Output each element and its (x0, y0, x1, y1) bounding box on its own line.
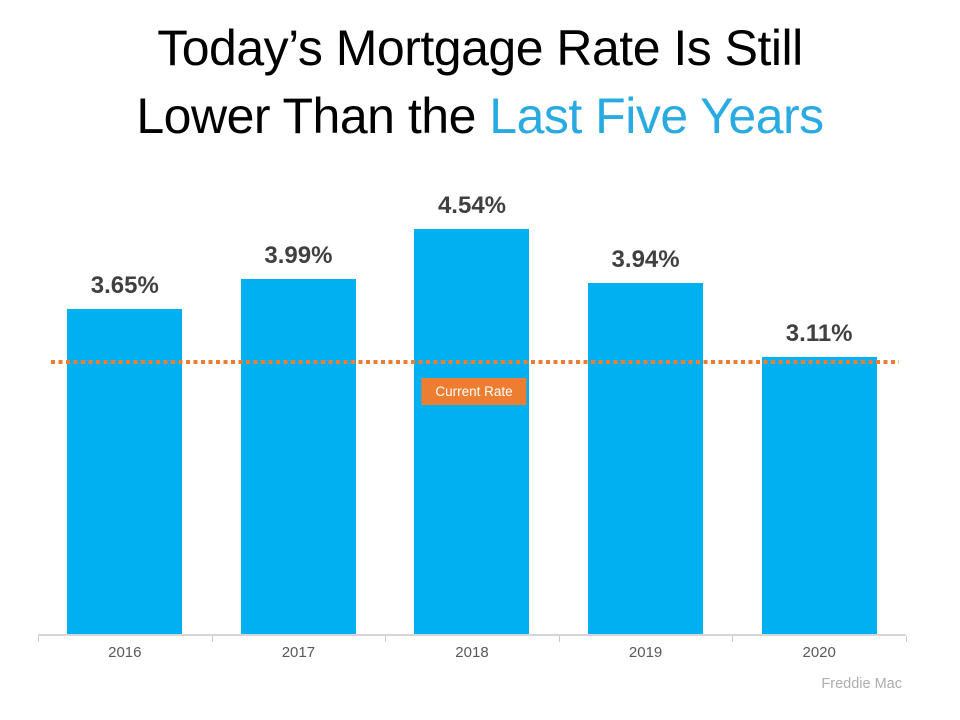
data-label-2018: 4.54% (437, 192, 507, 220)
title-line-2: Lower Than the Last Five Years (0, 82, 960, 150)
data-label-2016: 3.65% (90, 271, 159, 299)
bar-2016 (67, 308, 183, 636)
data-label-2017: 3.99% (264, 241, 333, 269)
x-tick-label-2019: 2019 (628, 644, 663, 661)
current-rate-badge: Current Rate (421, 378, 527, 405)
bar-cell-2018: 4.54% (385, 150, 559, 636)
plot-area: 3.65% 3.99% 4.54% 3.94% 3.11% Current Rate (38, 150, 907, 642)
bar-2019 (588, 282, 704, 636)
bar-cell-2016: 3.65% (38, 150, 212, 636)
x-axis-labels: 2016 2017 2018 2019 2020 (38, 644, 906, 661)
data-label-2019: 3.94% (611, 245, 680, 273)
bar-cell-2019: 3.94% (559, 150, 733, 636)
chart-title: Today’s Mortgage Rate Is Still Lower Tha… (0, 14, 960, 150)
x-axis-tick (558, 636, 560, 642)
x-axis-tick (38, 636, 39, 642)
title-line-1: Today’s Mortgage Rate Is Still (157, 20, 803, 76)
source-attribution: Freddie Mac (821, 676, 902, 692)
x-axis-tick (211, 636, 213, 642)
x-axis-tick (732, 636, 734, 642)
x-tick-label-2018: 2018 (455, 644, 489, 661)
bar-cell-2017: 3.99% (212, 150, 386, 636)
x-tick-label-2017: 2017 (281, 644, 316, 661)
x-axis-line (38, 634, 907, 642)
x-axis-tick (385, 636, 387, 642)
x-tick-label-2016: 2016 (108, 644, 142, 661)
title-line-2-accent: Last Five Years (489, 88, 824, 144)
bar-cell-2020: 3.11% (732, 150, 906, 636)
bar-2020 (761, 357, 877, 636)
x-axis-tick (906, 636, 907, 642)
bar-2018 (414, 229, 530, 636)
bar-2017 (240, 278, 356, 636)
x-tick-label-2020: 2020 (802, 644, 836, 661)
data-label-2020: 3.11% (785, 320, 853, 348)
title-line-2-prefix: Lower Than the (136, 88, 490, 144)
